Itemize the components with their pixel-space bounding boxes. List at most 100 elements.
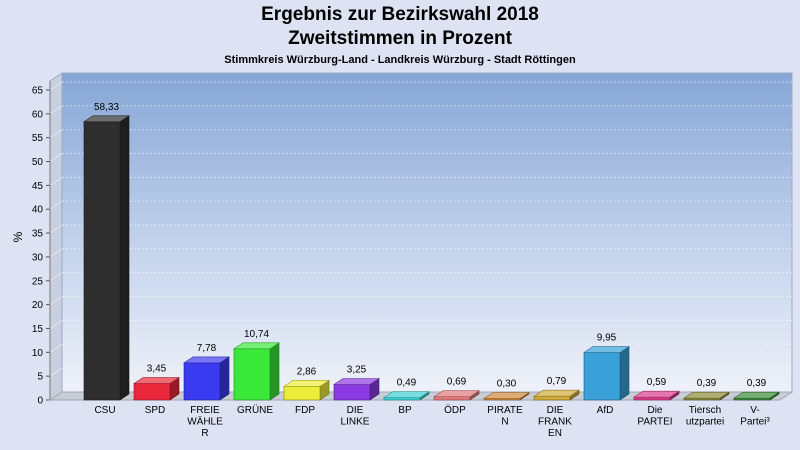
y-tick-label: 45	[32, 181, 44, 192]
x-tick-label: FDP	[295, 405, 315, 416]
data-label: 3,25	[347, 365, 367, 376]
data-label: 3,45	[147, 364, 167, 375]
gridline-side	[49, 200, 63, 210]
y-tick-label: 15	[32, 324, 44, 335]
gridline-side	[49, 105, 63, 115]
y-tick-label: 50	[32, 157, 44, 168]
bar-5	[333, 377, 380, 401]
y-tick-label: 35	[32, 229, 44, 240]
bar-2	[183, 356, 230, 401]
x-tick-label: AfD	[597, 405, 614, 416]
bar-7	[433, 390, 480, 401]
data-label: 2,86	[297, 366, 317, 377]
bar	[333, 384, 371, 401]
bar	[633, 396, 671, 401]
x-tick-label: Die	[647, 405, 662, 416]
bar-top	[533, 389, 580, 397]
gridline-side	[49, 153, 63, 162]
gridline-side	[49, 343, 63, 353]
y-tick-label: 10	[32, 348, 44, 359]
data-label: 0,79	[547, 376, 567, 387]
bar-13	[733, 391, 780, 401]
bar-top	[583, 346, 630, 353]
bar	[133, 383, 171, 401]
x-tick-label: N	[501, 417, 508, 428]
bar	[533, 395, 571, 401]
y-tick-label: 25	[32, 276, 44, 287]
x-tick-label: DIE	[547, 405, 564, 416]
gridline-side	[49, 129, 63, 139]
x-tick-label: utzpartei	[686, 417, 724, 428]
data-label: 7,78	[197, 343, 217, 354]
bar-8	[483, 391, 530, 401]
data-label: 0,49	[397, 378, 417, 389]
gridline-side	[49, 296, 63, 306]
x-tick-label: PARTEI	[637, 417, 672, 428]
bar	[283, 386, 321, 401]
bar	[583, 352, 621, 401]
gridline-side	[49, 81, 63, 91]
chart-subtitle: Zweitstimmen in Prozent	[288, 28, 512, 49]
gridline-side	[49, 176, 63, 186]
gridline-side	[49, 224, 63, 234]
y-axis-label: %	[11, 231, 25, 242]
x-tick-label: ÖDP	[444, 404, 466, 416]
bar-10	[583, 345, 630, 401]
bar-top	[733, 391, 780, 399]
bar-11	[633, 390, 680, 401]
bar-top	[633, 390, 680, 398]
gridline-side	[49, 320, 63, 329]
bar	[433, 396, 471, 401]
y-tick-label: 65	[32, 86, 44, 97]
data-label: 0,39	[697, 378, 717, 389]
bar-top	[83, 115, 130, 123]
data-label: 9,95	[597, 333, 617, 344]
data-label: 0,30	[497, 379, 517, 390]
bar-side	[619, 345, 630, 401]
bar-0	[83, 115, 130, 401]
bar-top	[133, 377, 180, 384]
y-tick-label: 5	[37, 372, 43, 383]
bar-side	[269, 342, 280, 401]
data-label: 0,39	[747, 378, 767, 389]
x-tick-label: Partei³	[740, 417, 770, 428]
x-tick-label: LINKE	[341, 417, 370, 428]
plot-back-wall	[61, 72, 793, 393]
gridline-side	[49, 272, 63, 282]
data-label: 58,33	[94, 102, 119, 113]
bar	[83, 121, 121, 401]
bar-4	[283, 379, 330, 401]
chart-region: Stimmkreis Würzburg-Land - Landkreis Wür…	[224, 54, 576, 66]
bar	[383, 397, 421, 401]
x-tick-label: GRÜNE	[237, 404, 273, 416]
bar-9	[533, 389, 580, 401]
gridline-side	[49, 248, 63, 258]
x-tick-label: WÄHLE	[187, 416, 223, 428]
y-tick-label: 55	[32, 133, 44, 144]
bar-1	[133, 376, 180, 401]
bar-top	[433, 390, 480, 398]
x-tick-label: FRANK	[538, 417, 572, 428]
gridline-side	[49, 367, 63, 377]
x-tick-label: V-	[750, 405, 759, 416]
chart-title: Ergebnis zur Bezirkswahl 2018	[261, 4, 539, 25]
bar-side	[219, 356, 230, 401]
x-tick-label: Tiersch	[689, 405, 721, 416]
data-label: 0,59	[647, 377, 667, 388]
y-tick-label: 0	[37, 396, 43, 407]
bar-top	[183, 356, 230, 364]
bar-6	[383, 391, 430, 401]
x-tick-label: EN	[548, 428, 562, 439]
bar-top	[483, 392, 530, 399]
bar-top	[383, 391, 430, 398]
bar-side	[119, 115, 130, 401]
x-tick-label: R	[201, 428, 208, 439]
bar-3	[233, 342, 280, 401]
bar-top	[333, 378, 380, 385]
bar-12	[683, 391, 730, 401]
y-tick-label: 20	[32, 300, 44, 311]
bar	[183, 362, 221, 401]
x-tick-label: SPD	[145, 405, 166, 416]
bar-top	[233, 342, 280, 350]
